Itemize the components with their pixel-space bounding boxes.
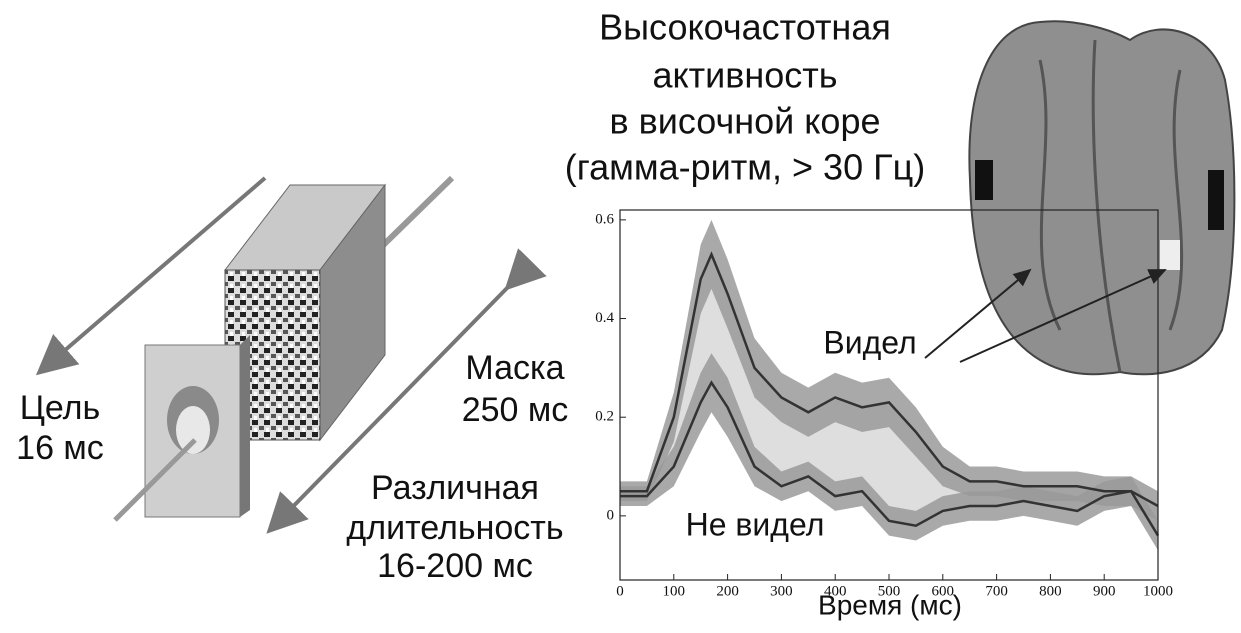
y-tick-label: 0.4 [595,310,614,326]
y-tick-label: 0.2 [595,409,614,425]
x-tick-label: 300 [770,583,793,599]
series-label: Видел [823,324,916,360]
x-axis-label: Время (мс) [818,589,962,620]
figure: Цель 16 мс Маска 250 мс Различная длител… [0,0,1241,628]
duration-label: длительность [346,509,563,547]
x-tick-label: 800 [1039,583,1062,599]
x-tick-label: 700 [985,583,1008,599]
chart-title: Высокочастотная [599,7,891,48]
brain-outline [969,21,1234,374]
target-side [240,335,250,517]
x-tick-label: 900 [1093,583,1116,599]
series-label: Не видел [686,506,825,542]
face [176,406,210,454]
x-tick-label: 1000 [1143,583,1173,599]
brain [925,21,1234,374]
x-tick-label: 100 [663,583,686,599]
brain-spot [1160,240,1180,270]
chart-title: активность [652,55,837,96]
brain-spot [975,160,993,200]
brain-spot [1208,170,1224,230]
mask-label: Маска [465,349,564,387]
x-tick-label: 0 [616,583,624,599]
y-tick-label: 0.6 [595,211,614,227]
target-label: Цель [20,389,100,427]
chart-title: в височной коре [610,101,881,142]
y-tick-label: 0 [607,507,615,523]
target-duration: 16 мс [16,429,104,467]
duration-range: 16-200 мс [377,547,533,585]
mask-duration: 250 мс [462,391,569,429]
x-tick-label: 200 [716,583,739,599]
duration-label: Различная [371,469,539,507]
chart-title: (гамма-ритм, > 30 Гц) [565,147,925,188]
